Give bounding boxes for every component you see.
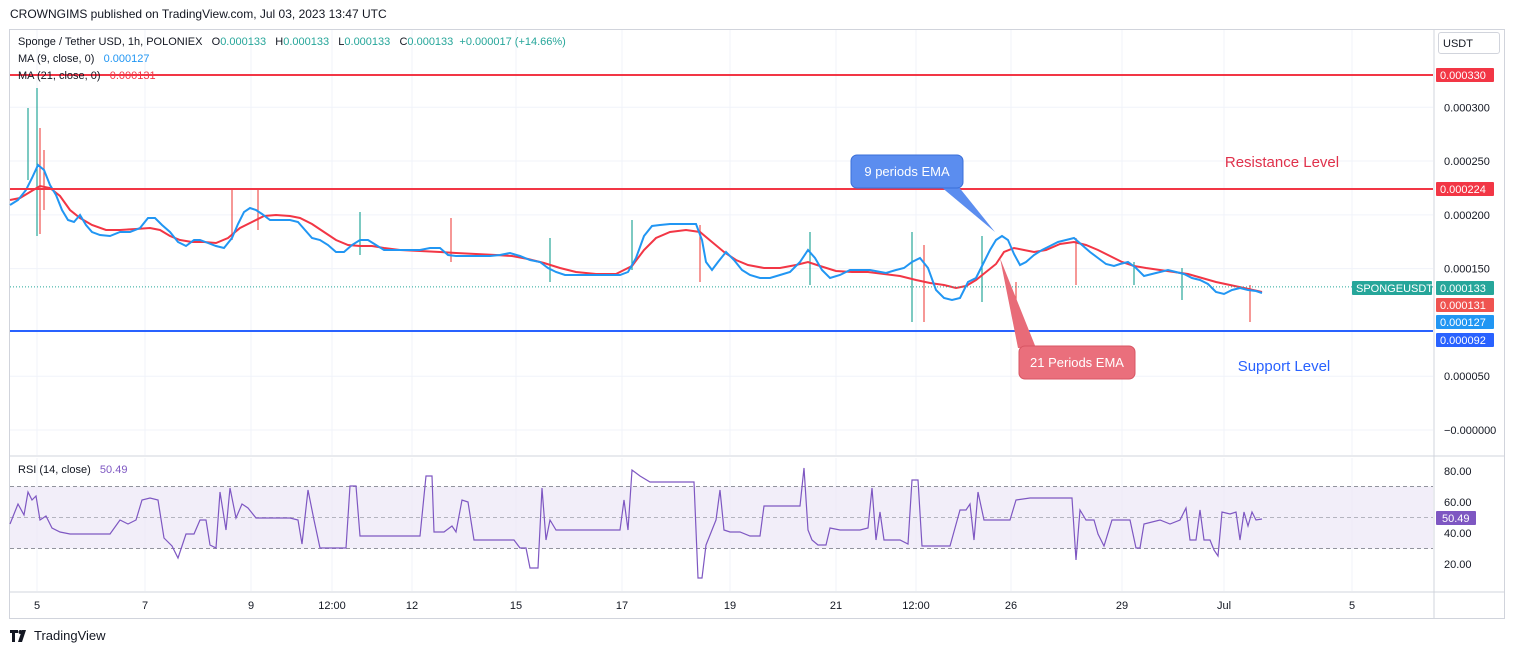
currency-button[interactable]: USDT [1438,32,1500,54]
time-tick-label: 19 [724,600,736,612]
chart-frame [9,29,1505,619]
symbol-tag-label: SPONGEUSDT [1356,283,1433,295]
resistance-price-label-bg [1436,182,1494,197]
legend-change: +0.000017 (+14.66%) [459,36,566,48]
legend-o-value: 0.000133 [220,36,267,48]
legend-main: Sponge / Tether USD, 1h, POLONIEX O0.000… [18,36,566,48]
ma9-line [9,163,1263,302]
symbol-tag-label-bg [1352,281,1432,295]
time-tick-label: 12 [406,600,418,612]
ema21-callout-text: 21 Periods EMA [1030,355,1124,370]
time-tick-label: 9 [248,600,254,612]
price-tick-label: −0.000000 [1444,425,1496,437]
time-tick-label: 26 [1005,600,1017,612]
rsi-layer [9,467,1433,579]
time-tick-label: Jul [1217,600,1231,612]
footer-brand-label: TradingView [34,628,106,643]
support-price-label-bg [1436,333,1494,347]
support-level-text: Support Level [1238,358,1331,375]
legend-l-label: L [338,36,345,48]
legend-ma9-label: MA (9, close, 0) [18,53,95,65]
legend-rsi-value: 50.49 [99,464,128,476]
price-tick-label: 0.000200 [1444,210,1490,222]
time-tick-label: 5 [1349,600,1355,612]
rsi-tick-label: 80.00 [1444,466,1472,478]
ema21-callout-pointer [1000,258,1036,348]
legend-h-value: 0.000133 [283,36,330,48]
ma21-line [9,184,1263,293]
time-tick-label: 5 [34,600,40,612]
legend-rsi-label: RSI (14, close) [18,464,91,476]
legend-ma21-value: 0.000131 [109,70,156,82]
time-tick-label: 12:00 [902,600,930,612]
legend-ma21-label: MA (21, close, 0) [18,70,101,82]
resistance-level-text: Resistance Level [1225,154,1339,171]
price-tick-label: 0.000050 [1444,371,1490,383]
legend-ma9-value: 0.000127 [103,53,150,65]
support-price-label: 0.000092 [1440,335,1486,347]
axis-layer: 0.000300 0.000250 0.000200 0.000150 0.000050… [34,68,1496,612]
rsi-tick-label: 20.00 [1444,559,1472,571]
ema21-callout-box [1018,345,1136,380]
time-tick-label: 7 [142,600,148,612]
legend-rsi[interactable]: RSI (14, close) 50.49 [18,464,127,476]
ma21-price-label-bg [1436,298,1494,312]
rsi-tick-label: 40.00 [1444,528,1472,540]
tradingview-logo-icon [10,629,26,642]
price-tick-label: 0.000150 [1444,264,1490,276]
annotation-layer: 9 periods EMA 21 Periods EMA Resistance Le… [850,154,1339,380]
legend-ma9[interactable]: MA (9, close, 0) 0.000127 [18,53,149,65]
rsi-current-label-bg [1436,511,1476,525]
legend-c-label: C [399,36,408,48]
time-tick-label: 29 [1116,600,1128,612]
ema9-callout-pointer [940,186,995,232]
price-layer [9,74,1433,333]
ema9-callout-text: 9 periods EMA [864,164,950,179]
time-tick-label: 21 [830,600,842,612]
legend-ma21[interactable]: MA (21, close, 0) 0.000131 [18,70,156,82]
resistance-price-label: 0.000224 [1440,184,1486,196]
price-tick-label: 0.000250 [1444,156,1490,168]
legend-o-label: O [211,36,221,48]
footer-brand[interactable]: TradingView [10,628,106,643]
rsi-line [9,467,1263,579]
ma9-price-label-bg [1436,315,1494,329]
ema9-callout-box [850,154,964,189]
time-tick-label: 17 [616,600,628,612]
grid-layer [10,30,1505,618]
legend-symbol[interactable]: Sponge / Tether USD, 1h, POLONIEX [18,36,203,48]
rsi-current-label: 50.49 [1442,513,1470,525]
last-price-label-bg [1436,281,1494,295]
published-header: CROWNGIMS published on TradingView.com, … [10,7,387,21]
ma9-price-label: 0.000127 [1440,317,1486,329]
resistance-top-price-label: 0.000330 [1440,70,1486,82]
legend-c-value: 0.000133 [407,36,454,48]
legend-h-label: H [275,36,284,48]
price-tick-label: 0.000300 [1444,102,1490,114]
resistance-top-price-label-bg [1436,68,1494,82]
ma21-price-label: 0.000131 [1440,300,1486,312]
time-tick-label: 15 [510,600,522,612]
time-tick-label: 12:00 [318,600,346,612]
last-price-label: 0.000133 [1440,283,1486,295]
legend-l-value: 0.000133 [344,36,391,48]
rsi-tick-label: 60.00 [1444,497,1472,509]
